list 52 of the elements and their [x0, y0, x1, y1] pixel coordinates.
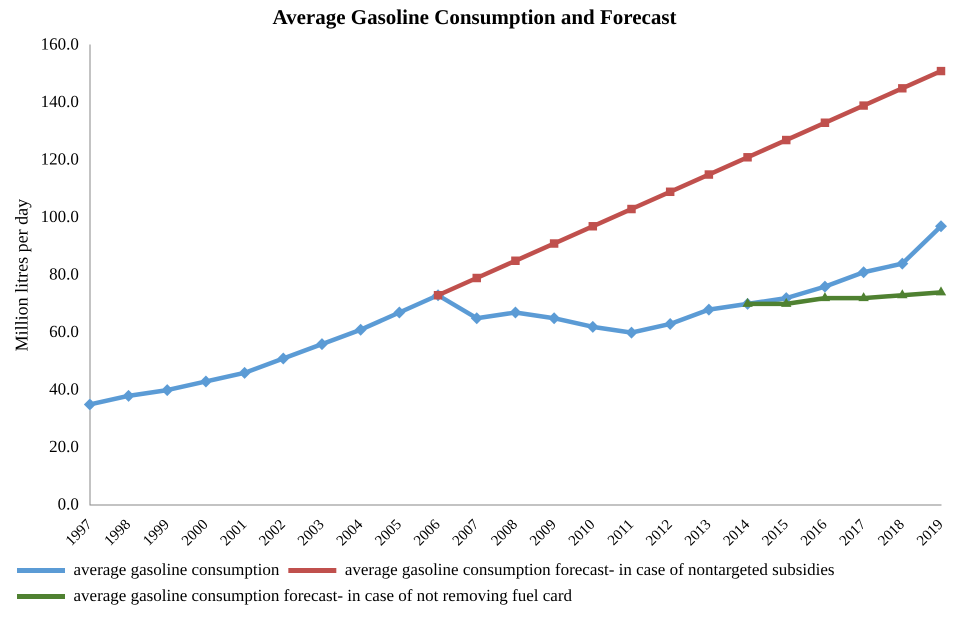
x-tick-label: 1999 [140, 516, 173, 550]
point [161, 384, 174, 396]
point [586, 320, 599, 333]
y-tick-label: 40.0 [49, 380, 79, 399]
point [820, 118, 830, 128]
y-tick-label: 120.0 [40, 150, 79, 169]
legend-label: average gasoline consumption forecast- in case of nontargeted subsidies [344, 560, 835, 579]
point [277, 352, 290, 364]
point [896, 258, 908, 270]
point [393, 306, 406, 318]
point [897, 289, 908, 298]
point [200, 375, 212, 388]
point [470, 312, 483, 324]
point [84, 398, 96, 410]
point [936, 286, 946, 296]
point [935, 220, 947, 232]
point [472, 274, 481, 282]
point [550, 239, 558, 248]
point [743, 153, 752, 162]
point [820, 292, 830, 302]
point [818, 280, 831, 293]
point [704, 170, 714, 179]
point [511, 256, 520, 265]
point [548, 312, 560, 324]
y-tick-label: 140.0 [40, 92, 79, 112]
point [627, 204, 636, 214]
y-tick-label: 0.0 [58, 494, 79, 514]
point [588, 222, 598, 231]
y-tick-label: 60.0 [49, 322, 79, 342]
point [238, 366, 251, 379]
point [781, 298, 792, 307]
point [782, 136, 790, 144]
y-axis-title: Million litres per day [12, 198, 32, 352]
point [858, 266, 870, 278]
legend-label: average gasoline consumption [74, 560, 280, 579]
point [664, 318, 676, 330]
x-tick-label: 2011 [604, 516, 638, 549]
point [936, 66, 946, 76]
point [666, 188, 674, 196]
point [354, 324, 367, 336]
point [742, 298, 753, 307]
y-tick-label: 20.0 [49, 437, 79, 456]
point [316, 338, 328, 350]
y-tick-label: 80.0 [49, 264, 79, 284]
point [898, 84, 907, 93]
y-tick-label: 160.0 [40, 34, 79, 54]
y-tick-label: 100.0 [40, 207, 79, 226]
point [859, 101, 868, 110]
point [702, 304, 715, 316]
point [858, 292, 869, 302]
chart-title: Average Gasoline Consumption and Forecast [272, 5, 677, 30]
legend-label: average gasoline consumption forecast- in case of not removing fuel card [74, 586, 572, 605]
